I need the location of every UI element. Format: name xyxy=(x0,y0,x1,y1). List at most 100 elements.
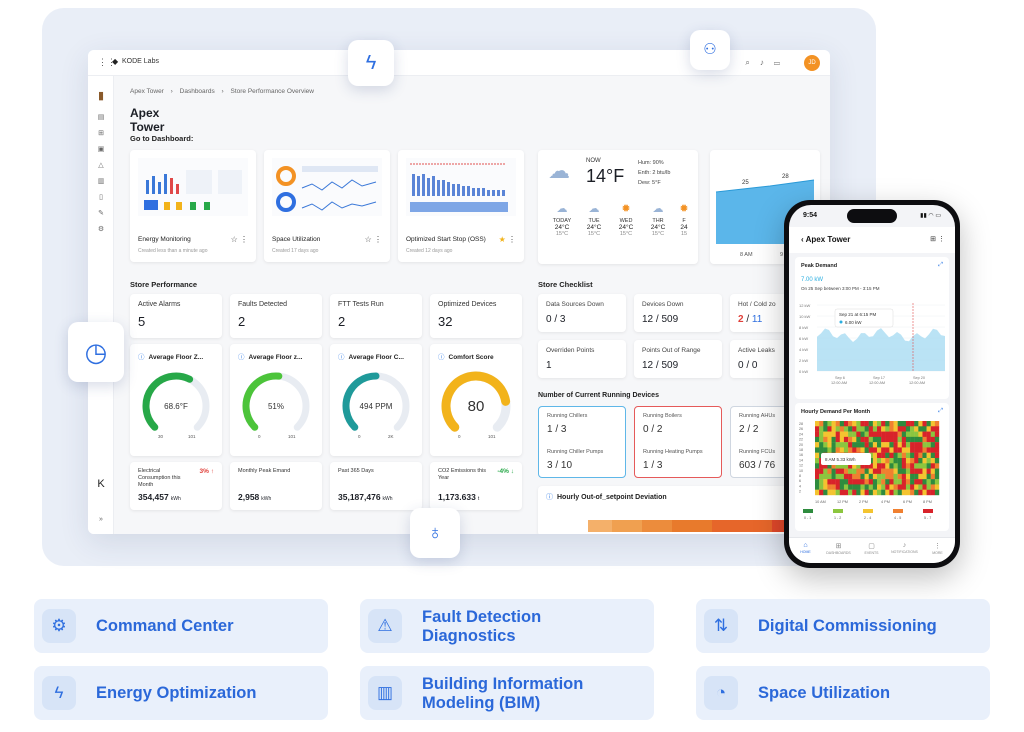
heat-cell xyxy=(905,421,911,427)
star-icon[interactable]: ☆ xyxy=(230,235,238,244)
sidebar-item-dashboards[interactable]: ⊞ xyxy=(98,130,104,137)
feature-tile[interactable]: ◔ Space Utilization xyxy=(696,666,990,720)
running-devices-group[interactable]: Running Chillers 1 / 3 Running Chiller Pum… xyxy=(538,406,626,478)
metric-card[interactable]: Past 365 Days 35,187,476 kWh xyxy=(330,462,422,510)
kpi-label: Optimized Devices xyxy=(438,301,497,308)
heat-cell xyxy=(889,458,894,464)
nav-events[interactable]: ▢ EVENTS xyxy=(864,543,879,555)
heat-cell xyxy=(848,421,853,427)
heat-cell xyxy=(819,489,824,496)
heat-cell xyxy=(926,468,931,475)
heat-cell xyxy=(930,479,936,485)
heat-cell xyxy=(823,489,828,496)
feature-tile[interactable]: ⚙ Command Center xyxy=(34,599,328,653)
nav-home[interactable]: ⌂ HOME xyxy=(800,542,811,554)
sidebar-item-docs[interactable]: ▯ xyxy=(99,194,103,201)
nav-more[interactable]: ⋮ MORE xyxy=(932,543,943,555)
star-icon[interactable]: ★ xyxy=(498,235,506,244)
gauge-card[interactable]: ⓘ Average Floor Z... 30 101 68.6°F xyxy=(130,344,222,456)
feature-tile[interactable]: ϟ Energy Optimization xyxy=(34,666,328,720)
metric-card[interactable]: Monthly Peak Emand 2,958 kWh xyxy=(230,462,322,510)
dashboard-card[interactable]: Energy Monitoring ☆ ⋮ Created less than … xyxy=(130,150,256,262)
peak-tooltip-value: 6.00 kW xyxy=(845,320,862,325)
sidebar-item-reports[interactable]: ▥ xyxy=(97,178,105,185)
commissioning-icon: ⇅ xyxy=(704,609,738,643)
checklist-card[interactable]: Points Out of Range 12 / 509 xyxy=(634,340,722,378)
metric-value: 1,173.633 t xyxy=(438,492,480,502)
heat-cell xyxy=(831,436,836,443)
dashboard-card[interactable]: Optimized Start Stop (OSS) ★ ⋮ Created 1… xyxy=(398,150,524,262)
heat-cell xyxy=(848,484,853,490)
heat-cell xyxy=(868,447,874,453)
dashboard-card[interactable]: Space Utilization ☆ ⋮ Created 17 days ag… xyxy=(264,150,390,262)
expand-icon[interactable]: ⤢ xyxy=(938,262,943,268)
collapse-sidebar-icon[interactable]: » xyxy=(99,516,103,523)
feature-tile[interactable]: ▥ Building Information Modeling (BIM) xyxy=(360,666,654,720)
more-icon[interactable]: ⋮ xyxy=(508,235,516,244)
more-icon[interactable]: ⋮ xyxy=(240,235,248,244)
more-icon[interactable]: ⋮ xyxy=(374,235,382,244)
kpi-card[interactable]: FTT Tests Run 2 xyxy=(330,294,422,338)
kpi-card[interactable]: Optimized Devices 32 xyxy=(430,294,522,338)
kpi-card[interactable]: Active Alarms 5 xyxy=(130,294,222,338)
checklist-card[interactable]: Data Sources Down 0 / 3 xyxy=(538,294,626,332)
heat-cell xyxy=(934,431,940,438)
grid-icon[interactable]: ⊞ xyxy=(930,236,937,243)
checklist-card[interactable]: Devices Down 12 / 509 xyxy=(634,294,722,332)
building-avatar-icon[interactable]: ▮ xyxy=(97,90,105,102)
chat-icon[interactable]: ▭ xyxy=(773,58,790,67)
metric-card[interactable]: CO2 Emissions this Year -4% ↓ 1,173.633 t xyxy=(430,462,522,510)
breadcrumb-item[interactable]: Dashboards xyxy=(179,88,215,95)
heat-cell xyxy=(881,479,886,485)
heat-cell xyxy=(918,489,923,496)
heat-cell xyxy=(819,431,824,438)
heat-cell xyxy=(918,426,923,432)
apps-grid-icon[interactable]: ⋮⋮ xyxy=(98,57,116,67)
sidebar-item-buildings[interactable]: ▤ xyxy=(97,114,105,121)
gauge-fill xyxy=(242,372,283,431)
metric-label: CO2 Emissions this Year xyxy=(438,468,486,481)
more-icon[interactable]: ⋮ xyxy=(938,236,945,243)
heat-cell xyxy=(852,442,857,448)
dashboard-name: Optimized Start Stop (OSS) xyxy=(406,236,486,243)
bell-icon[interactable]: ♪ xyxy=(759,58,774,67)
heat-cell xyxy=(897,426,902,432)
metric-card[interactable]: Electrical Consumption this Month 3% ↑ 354… xyxy=(130,462,222,510)
feature-tile[interactable]: ⚠ Fault Detection Diagnostics xyxy=(360,599,654,653)
weather-dew: Dew: 5°F xyxy=(638,180,661,186)
gauge-card[interactable]: ⓘ Average Floor z... 0 101 51% xyxy=(230,344,322,456)
running-devices-group[interactable]: Running Boilers 0 / 2 Running Heating Pump… xyxy=(634,406,722,478)
heat-cell xyxy=(914,463,919,469)
sidebar-item-devices[interactable]: ▣ xyxy=(97,146,105,153)
checklist-card[interactable]: Overriden Points 1 xyxy=(538,340,626,378)
sidebar-item-alarms[interactable]: △ xyxy=(98,162,104,169)
avatar[interactable]: JD xyxy=(804,55,820,71)
kpi-card[interactable]: Faults Detected 2 xyxy=(230,294,322,338)
back-icon[interactable]: ‹ xyxy=(801,235,804,244)
heat-y-label: 10 xyxy=(799,469,803,473)
peak-tooltip-date: Sep 21 at 6:15 PM xyxy=(839,312,877,317)
heat-y-label: 26 xyxy=(799,427,803,431)
feature-tile[interactable]: ⇅ Digital Commissioning xyxy=(696,599,990,653)
sidebar-item-settings[interactable]: ⚙ xyxy=(97,226,105,233)
expand-icon[interactable]: ⤢ xyxy=(938,408,943,414)
nav-notifications[interactable]: ♪ NOTIFICATIONS xyxy=(891,542,918,554)
heat-cell xyxy=(852,421,857,427)
heat-cell xyxy=(852,489,857,496)
kpi-value: 2 xyxy=(238,314,246,329)
heat-cell xyxy=(868,431,874,438)
sidebar-item-edit[interactable]: ✎ xyxy=(98,210,104,217)
star-icon[interactable]: ☆ xyxy=(364,235,372,244)
heat-cell xyxy=(905,458,911,464)
nav-dashboards[interactable]: ⊞ DASHBOARDS xyxy=(826,543,851,555)
heat-cell xyxy=(877,431,882,438)
heat-cell xyxy=(918,431,923,438)
heat-cell xyxy=(926,479,931,485)
breadcrumb-item[interactable]: Apex Tower xyxy=(130,88,164,95)
search-icon[interactable]: ⌕ xyxy=(745,58,760,67)
gauge-card[interactable]: ⓘ Comfort Score 0 101 80 xyxy=(430,344,522,456)
gauge-card[interactable]: ⓘ Average Floor C... 0 2K 494 PPM xyxy=(330,344,422,456)
heat-cell xyxy=(835,468,840,475)
heat-cell xyxy=(881,421,886,427)
